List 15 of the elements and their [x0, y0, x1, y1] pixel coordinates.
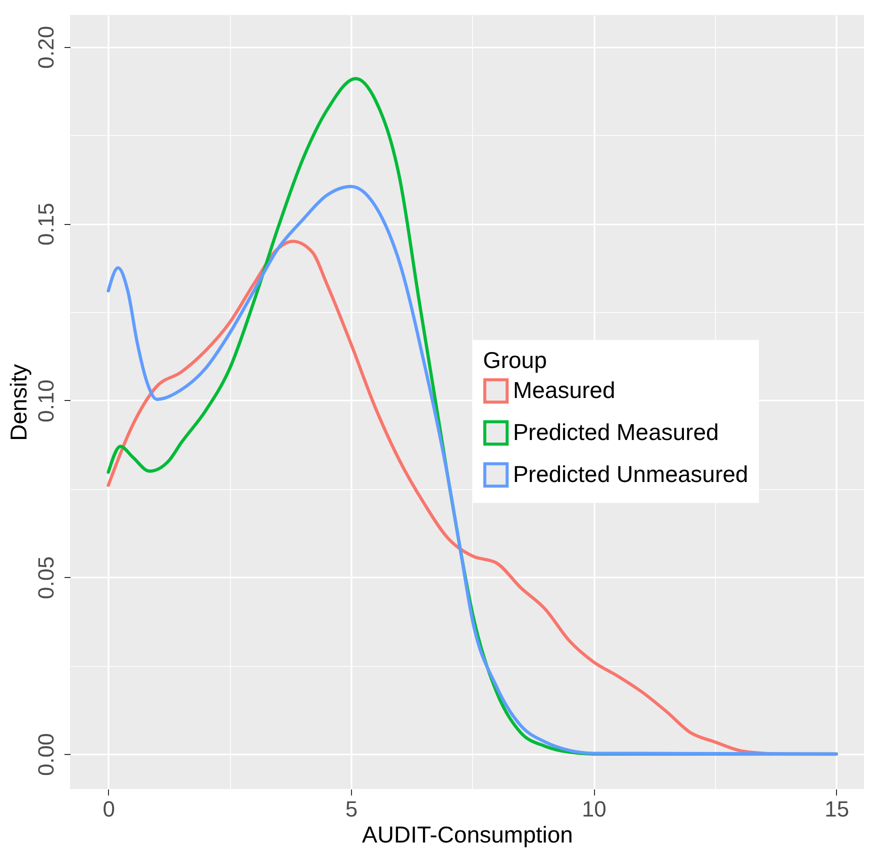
x-tick-label: 5: [345, 796, 358, 822]
y-tick-label: 0.05: [34, 556, 58, 600]
legend-label: Measured: [512, 376, 616, 403]
y-tick-label: 0.10: [34, 379, 58, 422]
legend-label: Predicted Unmeasured: [512, 460, 748, 487]
x-tick-label: 10: [582, 796, 606, 822]
legend-title: Group: [482, 346, 547, 373]
x-axis-title: AUDIT-Consumption: [362, 822, 573, 848]
y-axis-title: Density: [6, 364, 32, 441]
y-tick-label: 0.20: [34, 26, 58, 69]
x-tick-label: 0: [102, 796, 115, 822]
y-tick-label: 0.00: [34, 733, 58, 776]
legend-label: Predicted Measured: [512, 418, 719, 445]
y-tick-label: 0.15: [34, 202, 58, 246]
x-tick-label: 15: [824, 796, 850, 822]
